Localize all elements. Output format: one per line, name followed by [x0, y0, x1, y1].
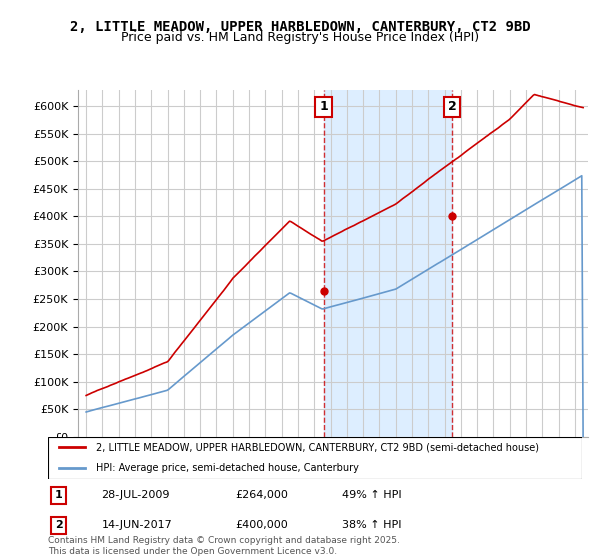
Text: 14-JUN-2017: 14-JUN-2017 — [101, 520, 172, 530]
Text: 38% ↑ HPI: 38% ↑ HPI — [342, 520, 401, 530]
FancyBboxPatch shape — [48, 437, 582, 479]
Bar — [323, 90, 452, 437]
Text: Contains HM Land Registry data © Crown copyright and database right 2025.
This d: Contains HM Land Registry data © Crown c… — [48, 536, 400, 556]
Text: Price paid vs. HM Land Registry's House Price Index (HPI): Price paid vs. HM Land Registry's House … — [121, 31, 479, 44]
Text: 2: 2 — [55, 520, 62, 530]
Text: 2, LITTLE MEADOW, UPPER HARBLEDOWN, CANTERBURY, CT2 9BD: 2, LITTLE MEADOW, UPPER HARBLEDOWN, CANT… — [70, 20, 530, 34]
Text: HPI: Average price, semi-detached house, Canterbury: HPI: Average price, semi-detached house,… — [96, 463, 359, 473]
Text: 1: 1 — [55, 490, 62, 500]
Text: £400,000: £400,000 — [235, 520, 287, 530]
Text: 2: 2 — [448, 100, 457, 114]
Text: 1: 1 — [319, 100, 328, 114]
Text: £264,000: £264,000 — [235, 490, 288, 500]
Text: 28-JUL-2009: 28-JUL-2009 — [101, 490, 170, 500]
Text: 49% ↑ HPI: 49% ↑ HPI — [342, 490, 401, 500]
Text: 2, LITTLE MEADOW, UPPER HARBLEDOWN, CANTERBURY, CT2 9BD (semi-detached house): 2, LITTLE MEADOW, UPPER HARBLEDOWN, CANT… — [96, 442, 539, 452]
